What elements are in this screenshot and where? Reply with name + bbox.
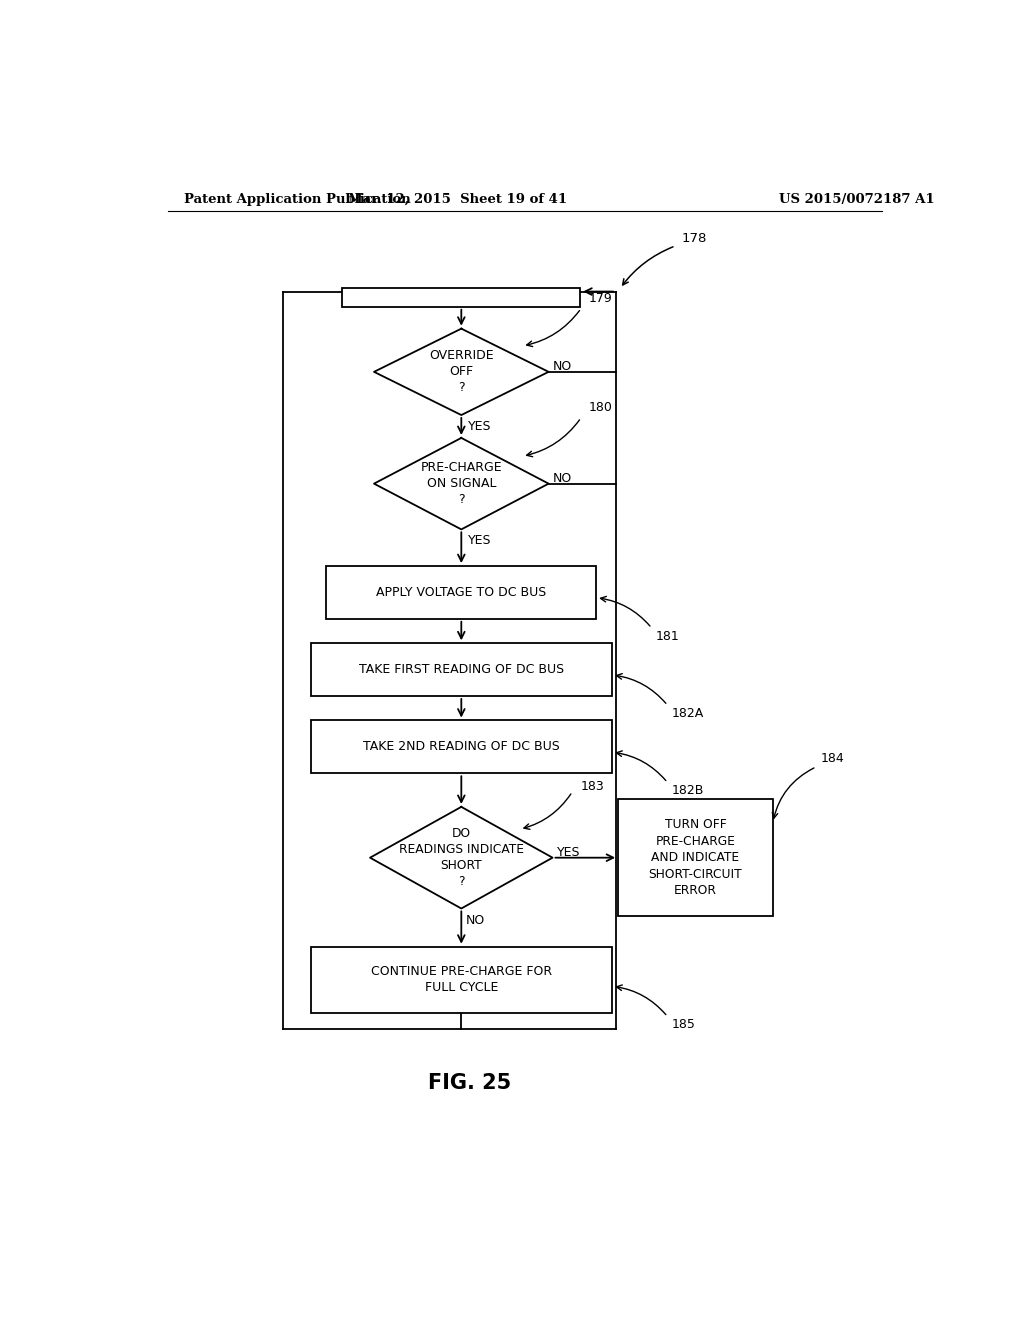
Text: NO: NO — [465, 913, 484, 927]
Text: TURN OFF
PRE-CHARGE
AND INDICATE
SHORT-CIRCUIT
ERROR: TURN OFF PRE-CHARGE AND INDICATE SHORT-C… — [648, 818, 742, 898]
Text: APPLY VOLTAGE TO DC BUS: APPLY VOLTAGE TO DC BUS — [376, 586, 547, 599]
Bar — [618, 799, 773, 916]
Text: Mar. 12, 2015  Sheet 19 of 41: Mar. 12, 2015 Sheet 19 of 41 — [348, 193, 567, 206]
Bar — [310, 946, 612, 1012]
Text: 182B: 182B — [672, 784, 703, 797]
Text: TAKE FIRST READING OF DC BUS: TAKE FIRST READING OF DC BUS — [358, 663, 564, 676]
Text: CONTINUE PRE-CHARGE FOR
FULL CYCLE: CONTINUE PRE-CHARGE FOR FULL CYCLE — [371, 965, 552, 994]
Bar — [327, 566, 596, 619]
Text: OVERRIDE
OFF
?: OVERRIDE OFF ? — [429, 350, 494, 395]
Text: Patent Application Publication: Patent Application Publication — [183, 193, 411, 206]
Text: YES: YES — [557, 846, 580, 859]
Polygon shape — [370, 807, 553, 908]
Text: TAKE 2ND READING OF DC BUS: TAKE 2ND READING OF DC BUS — [362, 741, 560, 754]
Text: 185: 185 — [672, 1019, 695, 1031]
Text: YES: YES — [468, 535, 492, 548]
Bar — [342, 289, 581, 306]
Bar — [310, 643, 612, 696]
Text: YES: YES — [468, 420, 492, 433]
Text: US 2015/0072187 A1: US 2015/0072187 A1 — [778, 193, 934, 206]
Text: 184: 184 — [820, 752, 844, 766]
Text: FIG. 25: FIG. 25 — [428, 1073, 511, 1093]
Text: 178: 178 — [682, 232, 708, 246]
Bar — [310, 721, 612, 774]
Text: 179: 179 — [589, 292, 612, 305]
Text: 183: 183 — [581, 780, 604, 793]
Polygon shape — [374, 438, 549, 529]
Text: PRE-CHARGE
ON SIGNAL
?: PRE-CHARGE ON SIGNAL ? — [421, 461, 502, 506]
Text: NO: NO — [553, 473, 571, 484]
Text: DO
READINGS INDICATE
SHORT
?: DO READINGS INDICATE SHORT ? — [398, 828, 524, 888]
Text: 181: 181 — [655, 630, 680, 643]
Polygon shape — [374, 329, 549, 414]
Text: 180: 180 — [589, 401, 613, 414]
Text: NO: NO — [553, 360, 571, 374]
Text: 182A: 182A — [672, 708, 703, 719]
